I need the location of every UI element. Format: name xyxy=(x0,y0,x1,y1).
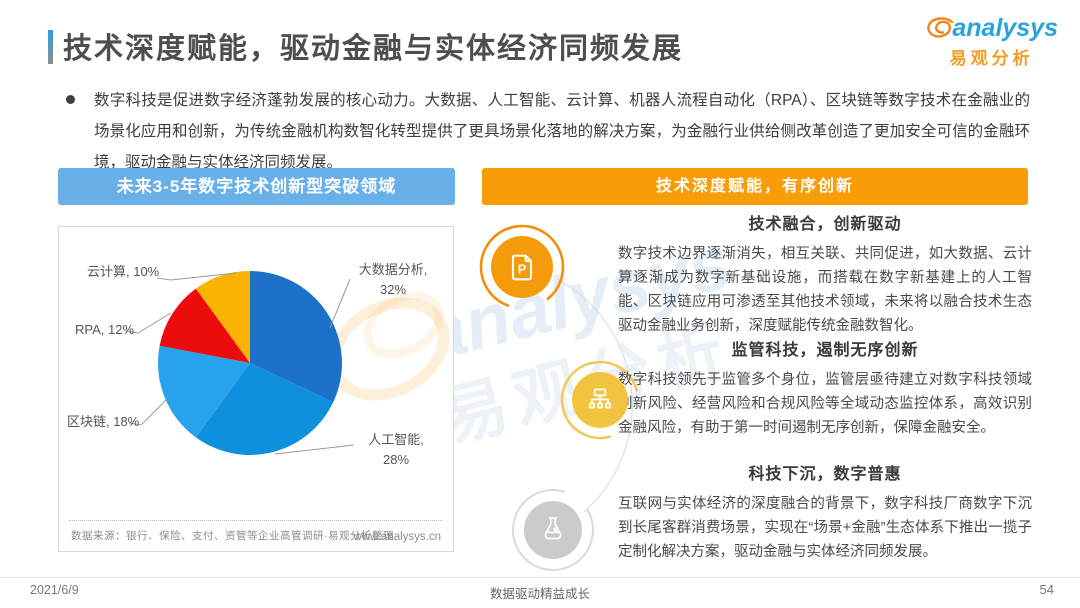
data-source-note: 数据来源：银行、保险、支付、资管等企业高管调研·易观分析整理 xyxy=(71,530,394,542)
page-number: 54 xyxy=(1039,582,1054,597)
title-accent-bar xyxy=(48,30,53,64)
pie-slice-1 xyxy=(195,363,334,455)
pie-slice-3 xyxy=(159,288,250,363)
pie-chart-panel: 大数据分析, 32% 人工智能, 28% 区块链, 18% RPA, 12% 云计算, 10… xyxy=(58,226,454,552)
pie-slice-2 xyxy=(157,345,250,438)
pie-slice-0 xyxy=(250,271,342,403)
document-p-icon: P xyxy=(491,236,553,298)
pie-slice-4 xyxy=(195,271,250,363)
flask-icon xyxy=(524,501,582,559)
footer-date: 2021/6/9 xyxy=(30,583,79,597)
right-panel-header: 技术深度赋能，有序创新 xyxy=(482,168,1028,205)
section-regtech: 监管科技，遏制无序创新 数字科技领先于监管多个身位，监管层亟待建立对数字科技领域… xyxy=(618,336,1032,440)
section-body: 数字科技领先于监管多个身位，监管层亟待建立对数字科技领域创新风险、经营风险和合规… xyxy=(618,372,1032,436)
leader-line-0 xyxy=(329,278,351,329)
intro-paragraph: 数字科技是促进数字经济蓬勃发展的核心动力。大数据、人工智能、云计算、机器人流程自… xyxy=(94,92,1030,171)
pie-data-label-0: 大数据分析, 32% xyxy=(358,262,428,297)
bullet-dot xyxy=(66,95,75,104)
logo-swirl-icon xyxy=(927,16,954,38)
section-body: 互联网与实体经济的深度融合的背景下，数字科技厂商数字下沉到长尾客群消费场景，实现… xyxy=(618,496,1032,560)
pie-data-label-4: 云计算, 10% xyxy=(87,264,160,279)
section-body: 数字技术边界逐渐消失，相互关联、共同促进，如大数据、云计算逐渐成为数字新基础设施… xyxy=(618,246,1032,334)
left-panel-header: 未来3-5年数字技术创新型突破领域 xyxy=(58,168,455,205)
section-inclusive-finance: 科技下沉，数字普惠 互联网与实体经济的深度融合的背景下，数字科技厂商数字下沉到长… xyxy=(618,460,1032,564)
leader-line-4 xyxy=(156,272,237,281)
pie-data-label-1: 人工智能, 28% xyxy=(368,432,424,467)
footer-motto: 数据驱动精益成长 xyxy=(489,587,590,601)
section-title: 监管科技，遏制无序创新 xyxy=(731,342,919,359)
svg-text:P: P xyxy=(518,261,527,276)
logo-brand-cn: 易观分析 xyxy=(949,49,1034,68)
leader-line-2 xyxy=(128,399,167,426)
section-title: 科技下沉，数字普惠 xyxy=(748,466,902,483)
analysys-logo: analysys 易观分析 xyxy=(925,14,1058,69)
page-title: 技术深度赋能，驱动金融与实体经济同频发展 xyxy=(63,33,684,65)
leader-line-1 xyxy=(274,444,355,455)
pie-data-label-2: 区块链, 18% xyxy=(67,414,140,429)
analysys-url: www.analysys.cn xyxy=(353,531,441,543)
pie-data-label-3: RPA, 12% xyxy=(75,322,135,337)
footer-divider xyxy=(0,577,1080,578)
leader-line-3 xyxy=(125,312,172,334)
section-tech-fusion: 技术融合，创新驱动 数字技术边界逐渐消失，相互关联、共同促进，如大数据、云计算逐… xyxy=(618,210,1032,338)
source-divider xyxy=(69,520,443,521)
flowchart-icon xyxy=(572,372,628,428)
pie-chart xyxy=(125,271,355,455)
section-title: 技术融合，创新驱动 xyxy=(748,216,902,233)
logo-brand-text: analysys xyxy=(952,14,1058,42)
